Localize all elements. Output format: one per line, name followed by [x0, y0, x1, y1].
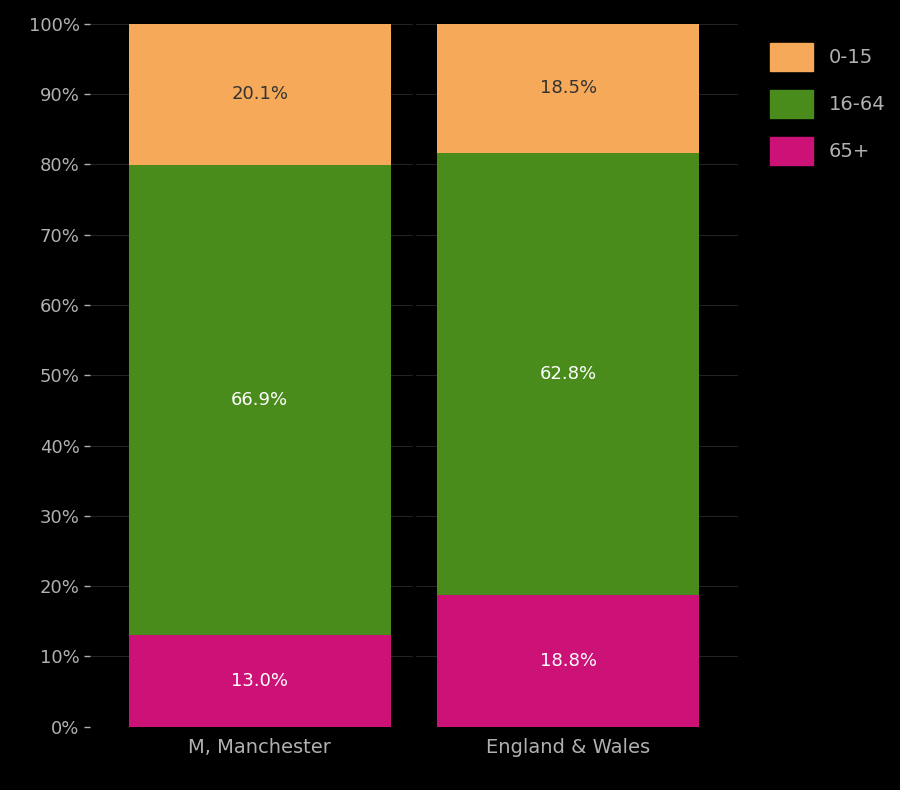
- Bar: [437, 153, 699, 595]
- Text: 20.1%: 20.1%: [231, 85, 288, 103]
- Text: 18.5%: 18.5%: [540, 79, 597, 97]
- Bar: [437, 23, 699, 153]
- Text: 13.0%: 13.0%: [231, 672, 288, 690]
- Text: 62.8%: 62.8%: [540, 365, 597, 383]
- Bar: [129, 165, 391, 635]
- Bar: [437, 595, 699, 727]
- Bar: [129, 635, 391, 727]
- Text: 18.8%: 18.8%: [540, 652, 597, 670]
- Bar: [129, 24, 391, 165]
- Legend: 0-15, 16-64, 65+: 0-15, 16-64, 65+: [760, 33, 896, 175]
- Text: 66.9%: 66.9%: [231, 391, 288, 409]
